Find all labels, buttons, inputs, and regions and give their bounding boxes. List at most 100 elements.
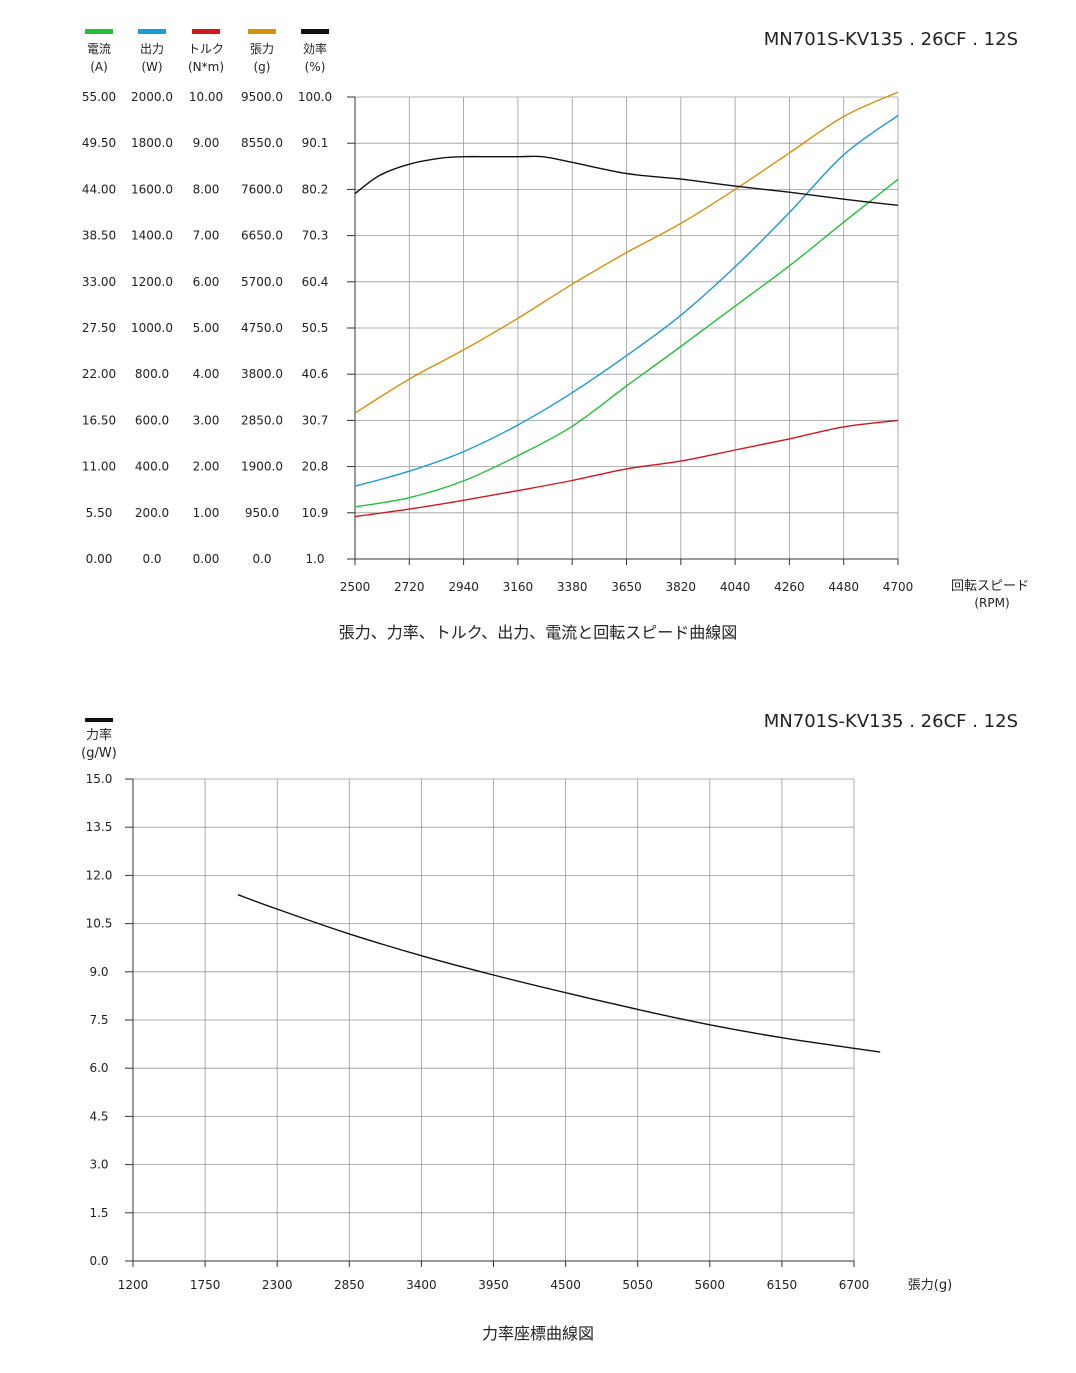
y-tick-label-current: 38.50 (82, 229, 116, 243)
legend-swatch (85, 718, 113, 722)
x-axis-label: 回転スピード (951, 579, 1029, 594)
x-tick-label: 3820 (666, 580, 697, 594)
model-title: MN701S-KV135 . 26CF . 12S (764, 29, 1018, 50)
legend-label-torque: トルク (188, 42, 224, 56)
y-tick-label: 0.0 (89, 1254, 108, 1268)
x-tick-label: 4500 (550, 1278, 581, 1292)
series-line-current (354, 178, 899, 508)
legend-unit-efficiency: (%) (305, 60, 326, 74)
series-line-torque (354, 419, 899, 518)
x-tick-label: 3950 (478, 1278, 509, 1292)
y-tick-label-torque: 2.00 (193, 460, 220, 474)
x-tick-label: 5050 (622, 1278, 653, 1292)
x-axis-label: 張力(g) (908, 1278, 952, 1293)
y-tick-label-power: 2000.0 (131, 90, 173, 104)
y-tick-label: 12.0 (86, 868, 113, 882)
y-tick-label-power: 1600.0 (131, 182, 173, 196)
y-tick-label-current: 5.50 (86, 506, 113, 520)
y-tick-label-current: 22.00 (82, 367, 116, 381)
x-tick-label: 4700 (883, 580, 914, 594)
y-tick-label-efficiency: 90.1 (302, 136, 329, 150)
y-tick-labels: 0.0 1.5 3.0 4.5 6.0 7.5 9.0 10.5 12.0 13.5 15.0 (86, 772, 113, 1268)
y-tick-label: 9.0 (89, 965, 108, 979)
y-tick-label-torque: 9.00 (193, 136, 220, 150)
y-tick-label-torque: 5.00 (193, 321, 220, 335)
legend-unit-thrust: (g) (254, 60, 271, 74)
legend-swatch-current (85, 29, 113, 34)
y-tick-label-power: 1800.0 (131, 136, 173, 150)
legend-swatch-thrust (248, 29, 276, 34)
legend-swatch-power (138, 29, 166, 34)
x-tick-label: 4040 (720, 580, 751, 594)
series-lines (237, 894, 881, 1053)
series-line-efficiency (354, 155, 899, 206)
y-tick-label-torque: 1.00 (193, 506, 220, 520)
y-tick-label-current: 55.00 (82, 90, 116, 104)
x-tick-label: 6700 (839, 1278, 870, 1292)
x-tick-label: 5600 (695, 1278, 726, 1292)
y-tick-label-efficiency: 30.7 (302, 413, 329, 427)
legend-unit-current: (A) (90, 60, 108, 74)
x-tick-label: 2500 (340, 580, 371, 594)
legend-label-thrust: 張力 (250, 42, 274, 56)
y-tick-label-efficiency: 1.0 (305, 552, 324, 566)
series-line-efficiency (237, 894, 881, 1053)
x-tick-label: 3380 (557, 580, 588, 594)
y-tick-label-current: 44.00 (82, 182, 116, 196)
series-line-thrust (354, 91, 899, 414)
y-tick-label-thrust: 7600.0 (241, 182, 283, 196)
legend-label-efficiency: 効率 (303, 41, 327, 56)
y-tick-label-torque: 4.00 (193, 367, 220, 381)
legend-swatch-torque (192, 29, 220, 34)
y-axis-unit: (g/W) (81, 746, 117, 761)
x-tick-label: 3400 (406, 1278, 437, 1292)
legend-label-current: 電流 (87, 42, 111, 56)
x-tick-label: 3650 (611, 580, 642, 594)
y-tick-label-thrust: 1900.0 (241, 460, 283, 474)
x-tick-label: 2720 (394, 580, 425, 594)
y-tick-label-torque: 0.00 (193, 552, 220, 566)
y-tick-label-thrust: 4750.0 (241, 321, 283, 335)
y-tick-label-torque: 3.00 (193, 413, 220, 427)
y-tick-label-thrust: 0.0 (252, 552, 271, 566)
x-tick-label: 3160 (503, 580, 534, 594)
efficiency-chart: 力率 (g/W) MN701S-KV135 . 26CF . 12S 0.0 1.… (81, 711, 1018, 1343)
y-tick-label-efficiency: 40.6 (302, 367, 329, 381)
x-tick-label: 2850 (334, 1278, 365, 1292)
y-tick-label: 13.5 (86, 820, 113, 834)
y-tick-label-thrust: 6650.0 (241, 229, 283, 243)
y-tick-label-current: 11.00 (82, 460, 116, 474)
y-tick-label-power: 0.0 (142, 552, 161, 566)
y-tick-label-power: 400.0 (135, 460, 169, 474)
y-tick-label-power: 1400.0 (131, 229, 173, 243)
y-tick-label-current: 49.50 (82, 136, 116, 150)
y-tick-label: 10.5 (86, 917, 113, 931)
chart-caption: 張力、力率、トルク、出力、電流と回転スピード曲線図 (339, 623, 738, 642)
x-tick-label: 4260 (774, 580, 805, 594)
x-tick-label: 4480 (828, 580, 859, 594)
y-tick-labels: 0.00 5.50 11.00 16.50 22.00 27.50 33.00 38.50 44… (82, 90, 332, 566)
y-tick-label-thrust: 2850.0 (241, 413, 283, 427)
y-tick-label-current: 27.50 (82, 321, 116, 335)
y-tick-label-efficiency: 10.9 (302, 506, 329, 520)
y-tick-label: 1.5 (89, 1206, 108, 1220)
legend: 電流 (A) 出力 (W) トルク (N*m) 張力 (g) 効率 (%) (85, 29, 329, 74)
x-tick-label: 1200 (118, 1278, 149, 1292)
x-tick-label: 1750 (190, 1278, 221, 1292)
y-tick-label-thrust: 9500.0 (241, 90, 283, 104)
x-axis-unit: (RPM) (974, 596, 1009, 610)
x-tick-label: 2300 (262, 1278, 293, 1292)
y-tick-label-thrust: 5700.0 (241, 275, 283, 289)
y-tick-label: 3.0 (89, 1158, 108, 1172)
x-tick-labels: 2500 2720 2940 3160 3380 3650 3820 4040 4260 4480… (340, 580, 914, 594)
legend-unit-power: (W) (141, 60, 162, 74)
y-tick-label: 15.0 (86, 772, 113, 786)
performance-chart: 電流 (A) 出力 (W) トルク (N*m) 張力 (g) 効率 (%) MN701S-KV13… (82, 29, 1029, 642)
y-tick-label: 4.5 (89, 1109, 108, 1123)
model-title: MN701S-KV135 . 26CF . 12S (764, 711, 1018, 732)
y-tick-label-torque: 7.00 (193, 229, 220, 243)
y-tick-label-power: 800.0 (135, 367, 169, 381)
series-line-power (354, 114, 899, 487)
y-tick-label-power: 600.0 (135, 413, 169, 427)
y-tick-label-torque: 6.00 (193, 275, 220, 289)
